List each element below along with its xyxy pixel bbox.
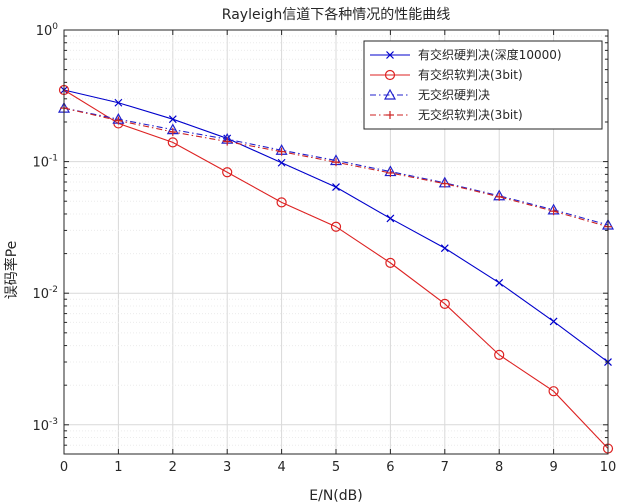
data-point-plus-marker [386, 168, 395, 177]
ticks [63, 30, 609, 455]
legend-item: 无交织软判决(3bit) [370, 107, 523, 122]
y-tick-exponent: 0 [52, 22, 58, 32]
x-tick-label: 0 [60, 460, 68, 475]
y-axis-label: 误码率Pe [3, 241, 20, 300]
data-point-x-marker [495, 278, 504, 287]
data-point-circle-marker [384, 69, 396, 81]
y-tick-label: 10-2 [32, 285, 58, 302]
series-line [63, 107, 609, 226]
data-point-plus-marker [332, 158, 340, 167]
y-tick-exponent: -2 [49, 285, 58, 295]
data-point-circle-marker [167, 137, 178, 148]
legend-label: 有交织软判决(3bit) [418, 67, 523, 82]
series-line [63, 107, 609, 228]
x-tick-label: 8 [495, 460, 503, 475]
legend-label: 无交织软判决(3bit) [418, 107, 523, 122]
data-point-circle-marker [548, 386, 559, 397]
data-point-x-marker [277, 158, 286, 167]
x-tick-label: 4 [277, 460, 285, 475]
x-tick-label: 10 [600, 460, 617, 475]
data-point-triangle-marker [383, 88, 397, 100]
x-tick-label: 2 [169, 460, 177, 475]
data-point-circle-marker [330, 221, 342, 232]
x-tick-label: 9 [549, 460, 557, 475]
data-point-circle-marker [222, 167, 233, 178]
data-point-plus-marker [495, 192, 504, 201]
data-point-x-marker [440, 244, 449, 253]
data-point-x-marker [168, 115, 177, 124]
legend-item: 有交织硬判决(深度10000) [370, 47, 562, 62]
x-tick-label: 7 [441, 460, 449, 475]
data-point-circle-marker [385, 257, 396, 268]
x-tick-label: 5 [332, 460, 340, 475]
series-1 [60, 86, 612, 366]
x-tick-label: 6 [386, 460, 394, 475]
data-point-x-marker [386, 214, 395, 223]
data-point-circle-marker [439, 298, 450, 309]
x-tick-label: 3 [223, 460, 231, 475]
data-point-plus-marker [168, 127, 177, 136]
legend: 有交织硬判决(深度10000) 有交织软判决(3bit) 无交织硬判决无交织软判决(… [363, 40, 603, 130]
y-tick-base: 10 [32, 419, 49, 434]
y-tick-base: 10 [32, 287, 49, 302]
legend-label: 有交织硬判决(深度10000) [418, 47, 562, 62]
series-2 [58, 84, 614, 454]
data-point-plus-marker [223, 137, 232, 146]
y-tick-base: 10 [32, 156, 49, 171]
data-point-x-marker [114, 98, 123, 107]
data-point-circle-marker [494, 349, 505, 360]
data-point-circle-marker [276, 197, 287, 208]
data-point-x-marker [332, 183, 340, 192]
data-point-x-marker [549, 317, 558, 326]
series-line [63, 89, 609, 449]
data-point-x-marker [386, 51, 394, 59]
x-tick-label: 1 [114, 460, 122, 475]
legend-label: 无交织硬判决 [418, 87, 490, 102]
data-point-plus-marker [440, 179, 449, 188]
y-tick-exponent: -3 [49, 417, 58, 427]
y-tick-exponent: -1 [49, 154, 58, 164]
data-point-plus-marker [386, 111, 394, 119]
y-tick-label: 100 [36, 22, 59, 39]
y-tick-label: 10-1 [32, 154, 58, 171]
data-point-plus-marker [114, 116, 123, 125]
data-point-plus-marker [277, 147, 286, 156]
x-tick-labels: 0 1 2 3 4 5 6 7 8 9 10 [60, 460, 616, 475]
legend-box [363, 40, 603, 130]
y-tick-base: 10 [36, 24, 53, 39]
legend-item: 有交织软判决(3bit) [370, 67, 523, 82]
x-axis-label: E/N(dB) [309, 488, 362, 504]
series-layer [57, 84, 615, 454]
chart-title: Rayleigh信道下各种情况的性能曲线 [222, 7, 450, 23]
legend-item: 无交织硬判决 [370, 87, 490, 102]
y-tick-label: 10-3 [32, 417, 58, 434]
data-point-plus-marker [549, 207, 558, 216]
